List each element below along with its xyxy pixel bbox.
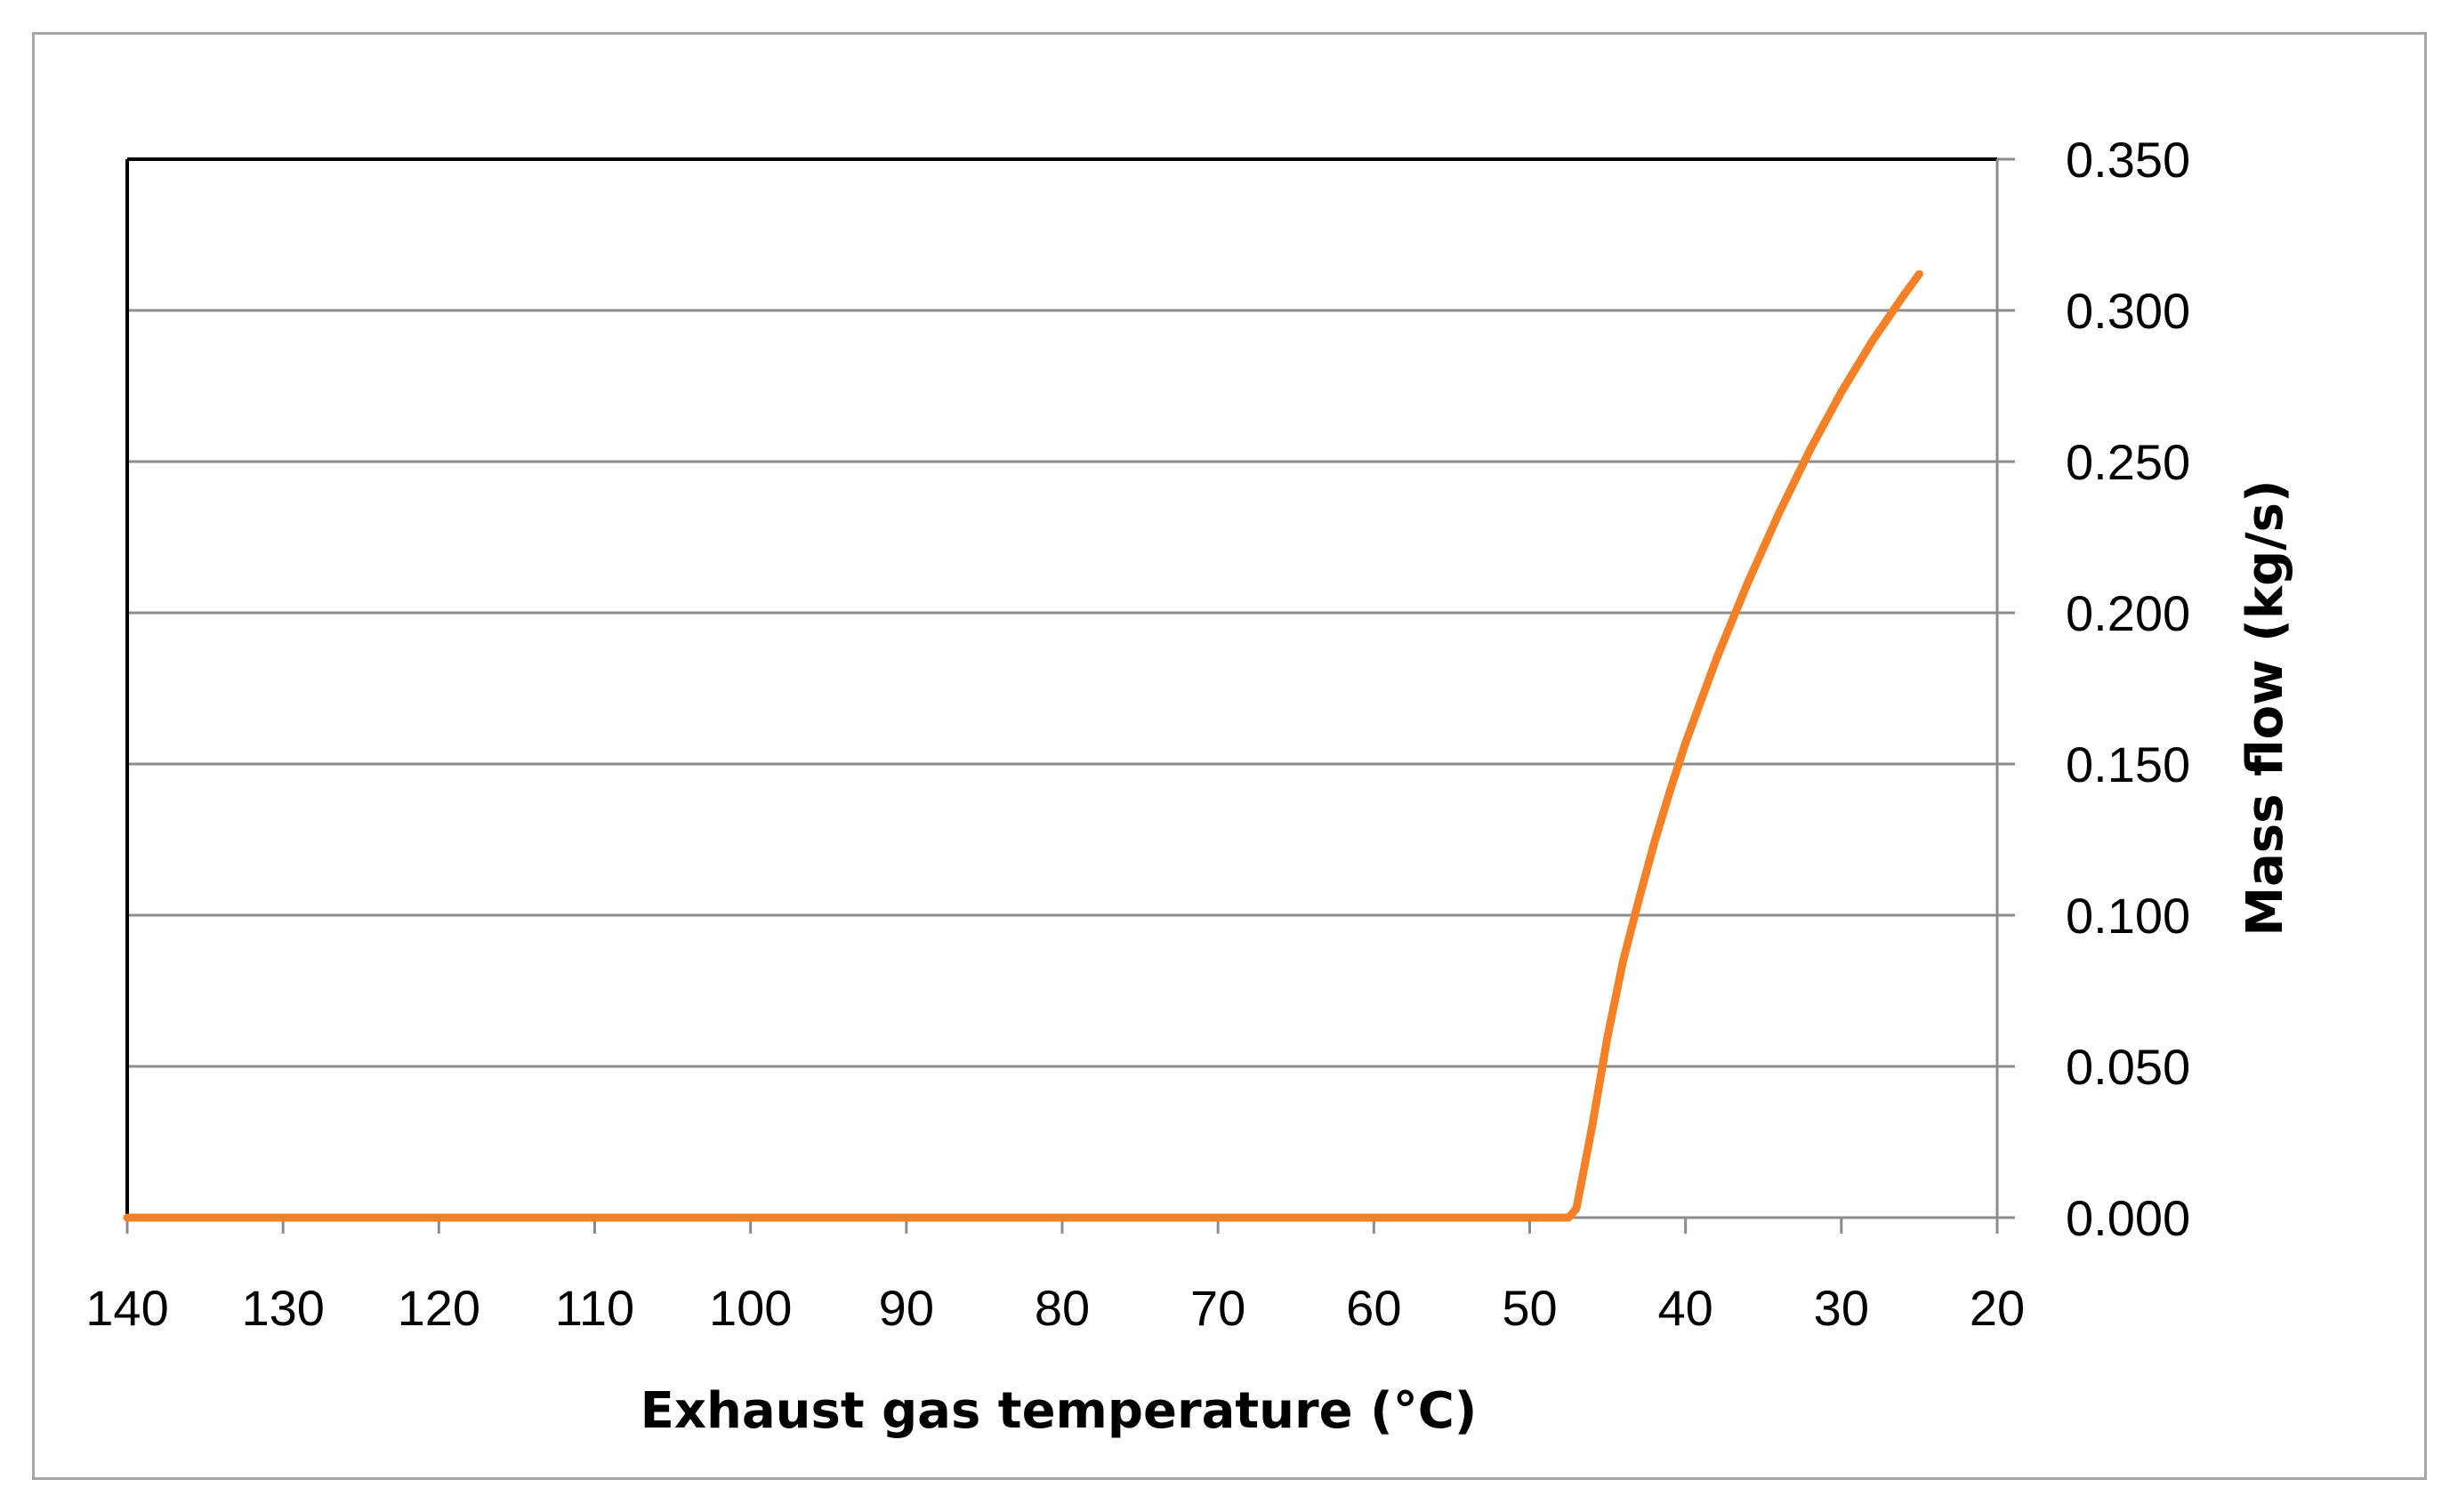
x-tick-label: 130: [241, 1280, 324, 1336]
x-tick-label: 60: [1346, 1280, 1401, 1336]
y-tick-label: 0.150: [2066, 736, 2190, 792]
x-tick-label: 80: [1035, 1280, 1090, 1336]
x-tick-label: 120: [398, 1280, 480, 1336]
x-tick-label: 100: [709, 1280, 792, 1336]
y-tick-label: 0.050: [2066, 1039, 2190, 1095]
x-tick-label: 50: [1502, 1280, 1557, 1336]
series-line: [123, 269, 1923, 1222]
x-tick-label: 140: [85, 1280, 168, 1336]
y-tick-label: 0.250: [2066, 434, 2190, 490]
x-tick-label: 90: [879, 1280, 934, 1336]
plot-frame: [125, 157, 1999, 1234]
chart-frame: [32, 32, 2427, 1480]
x-tick-label: 70: [1190, 1280, 1245, 1336]
y-tick-label: 0.350: [2066, 132, 2190, 188]
x-tick-label: 110: [555, 1280, 634, 1336]
y-tick-label: 0.200: [2066, 585, 2190, 641]
y-tick-label: 0.000: [2066, 1190, 2190, 1246]
y-tick-label: 0.100: [2066, 888, 2190, 944]
y-tick-label: 0.300: [2066, 283, 2190, 339]
x-tick-label: 30: [1814, 1280, 1869, 1336]
y-axis: 0.000 0.050 0.100 0.150 0.200 0.250 0.300 0.350: [1997, 132, 2190, 1246]
x-axis-title: Exhaust gas temperature (°C): [641, 1382, 1478, 1440]
series-layer: [123, 269, 1923, 1222]
x-axis: 140 130 120 110 100 90 80 70 60 50 40 30 20: [85, 1218, 2025, 1336]
x-tick-label: 20: [1970, 1280, 2025, 1336]
gridlines: [127, 309, 1997, 1068]
y-axis-title: Mass flow (kg/s): [2236, 479, 2294, 936]
x-tick-label: 40: [1658, 1280, 1713, 1336]
